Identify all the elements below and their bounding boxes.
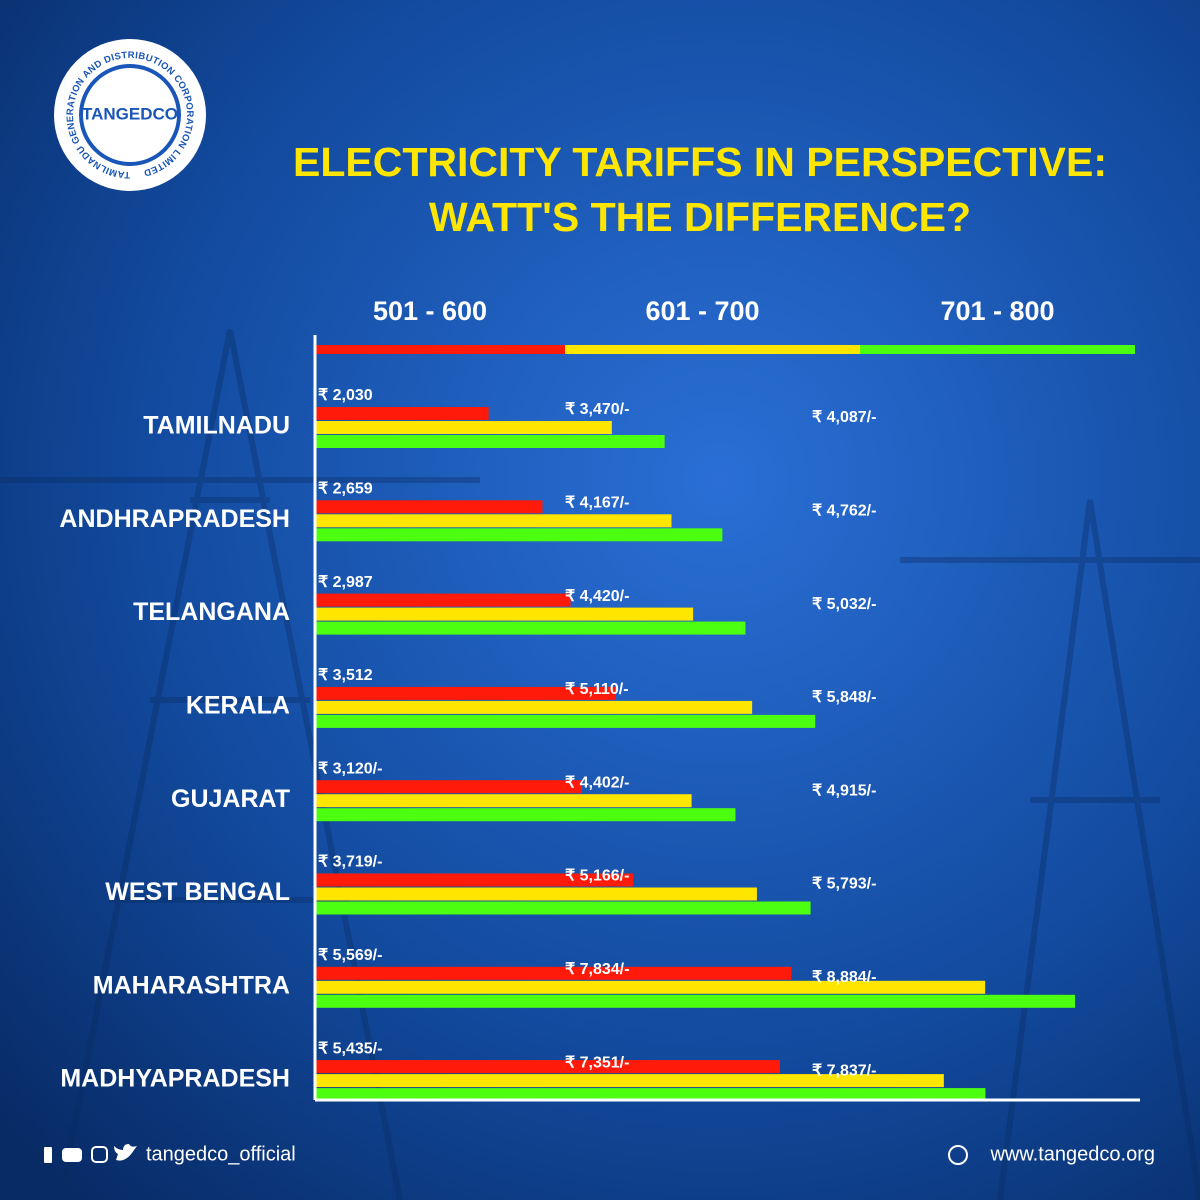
value-label: ₹ 7,837/- <box>812 1062 876 1079</box>
logo-name: TANGEDCO <box>82 104 178 123</box>
value-label: ₹ 5,848/- <box>812 689 876 706</box>
legend-label: 601 - 700 <box>645 296 759 326</box>
value-label: ₹ 7,834/- <box>565 961 629 978</box>
value-label: ₹ 3,512 <box>318 667 373 684</box>
legend-swatch <box>315 345 565 354</box>
tower-decor <box>0 329 1200 1200</box>
legend-swatch <box>565 345 860 354</box>
value-label: ₹ 4,915/- <box>812 782 876 799</box>
category-label: GUJARAT <box>171 785 290 813</box>
title-line: ELECTRICITY TARIFFS IN PERSPECTIVE: <box>293 139 1107 185</box>
bar <box>315 528 723 542</box>
value-label: ₹ 5,569/- <box>318 947 382 964</box>
value-label: ₹ 4,402/- <box>565 774 629 791</box>
value-label: ₹ 5,110/- <box>565 681 629 698</box>
value-label: ₹ 5,435/- <box>318 1040 382 1057</box>
value-label: ₹ 3,120/- <box>318 760 382 777</box>
icon <box>62 1148 82 1162</box>
category-label: MADHYAPRADESH <box>60 1065 290 1093</box>
bar <box>315 421 612 434</box>
social-icons <box>44 1144 137 1163</box>
bar <box>315 808 736 822</box>
value-label: ₹ 3,719/- <box>318 854 382 871</box>
bar <box>315 980 986 994</box>
category-label: TELANGANA <box>133 598 290 626</box>
category-label: TAMILNADU <box>143 412 290 440</box>
value-label: ₹ 4,087/- <box>812 409 876 426</box>
icon <box>44 1147 52 1163</box>
category-label: KERALA <box>186 692 290 720</box>
value-label: ₹ 5,166/- <box>565 868 629 885</box>
bar <box>315 1060 780 1074</box>
logo-badge <box>54 39 206 191</box>
bar <box>315 1074 944 1088</box>
icon <box>114 1144 137 1161</box>
bar <box>315 887 757 901</box>
category-label: MAHARASHTRA <box>93 971 290 999</box>
category-label: WEST BENGAL <box>105 878 290 906</box>
bar <box>315 1088 986 1102</box>
bar <box>315 407 489 420</box>
chart: 501 - 600 601 - 700 701 - 800 TAMILNADU ₹ 2,… <box>59 296 1135 1102</box>
bar <box>315 607 694 621</box>
bar <box>315 435 665 448</box>
bar <box>315 700 753 714</box>
logo-ring <box>79 64 181 166</box>
bar <box>315 901 811 915</box>
globe-icon <box>948 1145 968 1165</box>
value-label: ₹ 8,884/- <box>812 969 876 986</box>
value-label: ₹ 5,032/- <box>812 596 876 613</box>
bar <box>315 593 571 607</box>
social-handle: tangedco_official <box>146 1143 296 1165</box>
title-line: WATT'S THE DIFFERENCE? <box>429 194 971 240</box>
bar <box>315 514 672 528</box>
value-label: ₹ 4,420/- <box>565 588 629 605</box>
bar <box>315 621 746 635</box>
value-label: ₹ 2,987 <box>318 574 373 591</box>
bar <box>315 780 582 794</box>
legend-label: 701 - 800 <box>940 296 1054 326</box>
bar <box>315 966 792 980</box>
value-label: ₹ 4,167/- <box>565 495 629 512</box>
value-label: ₹ 2,659 <box>318 481 373 498</box>
legend-swatch <box>860 345 1135 354</box>
category-label: ANDHRAPRADESH <box>59 505 290 533</box>
bar <box>315 714 816 728</box>
bar <box>315 686 616 700</box>
website: www.tangedco.org <box>989 1143 1155 1165</box>
value-label: ₹ 7,351/- <box>565 1054 629 1071</box>
bar <box>315 994 1075 1008</box>
value-label: ₹ 2,030 <box>318 387 373 404</box>
value-label: ₹ 3,470/- <box>565 401 629 418</box>
icon <box>91 1146 108 1163</box>
value-label: ₹ 5,793/- <box>812 876 876 893</box>
bar <box>315 873 634 887</box>
bar <box>315 794 692 808</box>
bar <box>315 500 543 514</box>
value-label: ₹ 4,762/- <box>812 503 876 520</box>
legend-label: 501 - 600 <box>373 296 487 326</box>
